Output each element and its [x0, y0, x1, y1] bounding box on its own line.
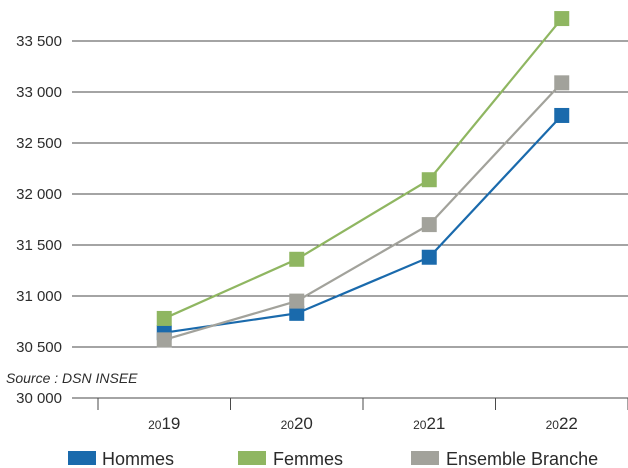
x-tick-label: 2021: [413, 414, 445, 433]
data-point: [554, 107, 570, 123]
legend-swatch: [411, 451, 439, 465]
x-tick-label: 2019: [148, 414, 180, 433]
y-tick-label: 30 000: [16, 390, 62, 407]
axis-layer: 30 000 30 500 31 000 31 500 32 000 32 500 33 0…: [16, 33, 628, 433]
data-point: [421, 217, 437, 233]
data-point: [421, 249, 437, 265]
x-tick-label: 2022: [546, 414, 578, 433]
data-point: [554, 11, 570, 27]
data-point: [289, 251, 305, 267]
series-line: [163, 17, 563, 320]
data-point: [289, 305, 305, 321]
y-tick-label: 31 500: [16, 237, 62, 254]
legend-label: Hommes: [102, 449, 174, 468]
y-tick-label: 30 500: [16, 339, 62, 356]
legend-label: Femmes: [273, 449, 343, 468]
y-tick-label: 33 500: [16, 33, 62, 50]
data-point: [289, 293, 305, 309]
data-point: [421, 172, 437, 188]
source-note: Source : DSN INSEE: [6, 370, 138, 386]
data-point: [156, 310, 172, 326]
y-tick-label: 31 000: [16, 288, 62, 305]
y-tick-label: 32 000: [16, 186, 62, 203]
grid-layer: [72, 40, 628, 348]
series-layer: [156, 11, 570, 348]
legend: Hommes Femmes Ensemble Branche: [68, 449, 598, 468]
y-tick-label: 33 000: [16, 84, 62, 101]
legend-swatch: [68, 451, 96, 465]
series-ensemble-branche: [156, 75, 570, 348]
series-femmes: [156, 11, 570, 326]
y-tick-label: 32 500: [16, 135, 62, 152]
legend-swatch: [238, 451, 266, 465]
data-point: [554, 75, 570, 91]
x-tick-label: 2020: [281, 414, 313, 433]
legend-label: Ensemble Branche: [446, 449, 598, 468]
data-point: [156, 332, 172, 348]
series-line: [164, 114, 563, 334]
series-line: [163, 82, 563, 341]
